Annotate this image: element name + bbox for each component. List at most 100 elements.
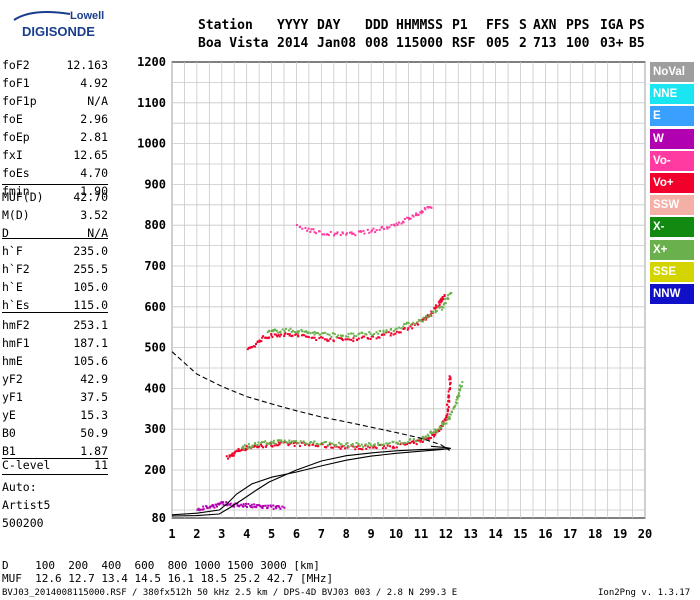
ionogram-echo-point [375, 229, 378, 232]
ionogram-echo-point [329, 337, 332, 340]
ionogram-echo-point [261, 446, 264, 449]
ionogram-echo-point [264, 504, 267, 507]
ionogram-echo-point [198, 509, 201, 512]
ionogram-echo-point [275, 444, 278, 447]
ionogram-echo-point [457, 392, 460, 395]
ionogram-echo-point [373, 443, 376, 446]
ionogram-echo-point [343, 444, 346, 447]
ionogram-echo-point [329, 443, 332, 446]
ionogram-echo-point [438, 306, 441, 309]
ionogram-echo-point [437, 301, 440, 304]
ionogram-echo-point [384, 447, 387, 450]
y-tick-label: 900 [144, 177, 166, 191]
ionogram-echo-point [330, 335, 333, 338]
ionogram-echo-point [446, 413, 449, 416]
param-row: fxI 12.65 [2, 146, 108, 164]
ionogram-echo-point [283, 439, 286, 442]
ionogram-echo-point [390, 332, 393, 335]
param-value: N/A [87, 226, 108, 240]
ionogram-echo-point [439, 428, 442, 431]
param-row: hmF1 187.1 [2, 334, 108, 352]
ionogram-echo-point [456, 397, 459, 400]
ionogram-echo-point [253, 503, 256, 506]
param-row: yF1 37.5 [2, 388, 108, 406]
ionogram-echo-point [267, 504, 270, 507]
ionogram-echo-point [346, 446, 349, 449]
ionogram-echo-point [434, 304, 437, 307]
ionogram-echo-point [227, 457, 230, 460]
param-row: yE 15.3 [2, 406, 108, 424]
ionogram-echo-point [352, 337, 355, 340]
param-row: B1 1.87 [2, 442, 108, 460]
ionogram-echo-point [436, 430, 439, 433]
ionogram-echo-point [429, 430, 432, 433]
param-name: h`F [2, 244, 23, 258]
ionogram-echo-point [416, 214, 419, 217]
x-tick-label: 13 [464, 527, 478, 541]
logo-text-top: Lowell [70, 10, 105, 22]
ionogram-echo-point [315, 332, 318, 335]
ionogram-echo-point [383, 227, 386, 230]
ionogram-echo-point [455, 395, 458, 398]
param-row: h`F2 255.5 [2, 260, 108, 278]
ionogram-echo-point [283, 333, 286, 336]
ionogram-echo-point [416, 323, 419, 326]
ionogram-echo-point [327, 444, 330, 447]
ionogram-echo-point [448, 416, 451, 419]
ionogram-echo-point [222, 503, 225, 506]
ionogram-echo-point [430, 310, 433, 313]
ionogram-echo-point [327, 234, 330, 237]
ionogram-echo-point [260, 506, 263, 509]
ionogram-echo-point [383, 445, 386, 448]
ionogram-echo-point [377, 444, 380, 447]
ionogram-echo-point [393, 446, 396, 449]
ionogram-echo-point [341, 339, 344, 342]
legend-item: X+ [650, 239, 694, 260]
x-tick-label: 14 [488, 527, 502, 541]
param-value: 42.9 [80, 372, 108, 386]
ionogram-echo-point [383, 333, 386, 336]
ionogram-echo-point [278, 506, 281, 509]
ionogram-echo-point [332, 443, 335, 446]
ionogram-echo-point [340, 335, 343, 338]
ionogram-echo-point [449, 376, 452, 379]
ionogram-echo-point [309, 441, 312, 444]
ionogram-echo-point [442, 306, 445, 309]
ionogram-echo-point [415, 443, 418, 446]
ionogram-echo-point [362, 335, 365, 338]
param-name: yF1 [2, 390, 23, 404]
version-info: Ion2Png v. 1.3.17 [598, 588, 691, 598]
y-tick-label: 700 [144, 259, 166, 273]
param-row: B0 50.9 [2, 424, 108, 442]
param-name: B1 [2, 444, 16, 458]
ionogram-echo-point [202, 505, 205, 508]
ionogram-echo-point [286, 441, 289, 444]
ionogram-echo-point [374, 231, 377, 234]
ionogram-echo-point [397, 221, 400, 224]
ionogram-echo-point [394, 332, 397, 335]
ionogram-echo-point [310, 336, 313, 339]
ionogram-echo-point [418, 437, 421, 440]
ionogram-echo-point [272, 504, 275, 507]
legend-item: NNE [650, 84, 694, 105]
ionogram-echo-point [247, 503, 250, 506]
ionogram-echo-point [435, 310, 438, 313]
ionogram-echo-point [326, 233, 329, 236]
param-row: foE 2.96 [2, 110, 108, 128]
ionogram-echo-point [300, 441, 303, 444]
ionogram-echo-point [446, 296, 449, 299]
ionogram-echo-point [330, 446, 333, 449]
y-tick-label: 1100 [137, 96, 166, 110]
ionogram-echo-point [434, 311, 437, 314]
ionogram-echo-point [212, 505, 215, 508]
legend-item: W [650, 128, 694, 149]
ionogram-echo-point [412, 321, 415, 324]
header-label: S [519, 18, 527, 33]
ionogram-echo-point [332, 340, 335, 343]
ionogram-echo-point [345, 443, 348, 446]
header-value: 713 [533, 36, 557, 51]
ionogram-echo-point [426, 437, 429, 440]
ionogram-echo-point [268, 336, 271, 339]
ionogram-echo-point [414, 214, 417, 217]
ionogram-echo-point [360, 230, 363, 233]
